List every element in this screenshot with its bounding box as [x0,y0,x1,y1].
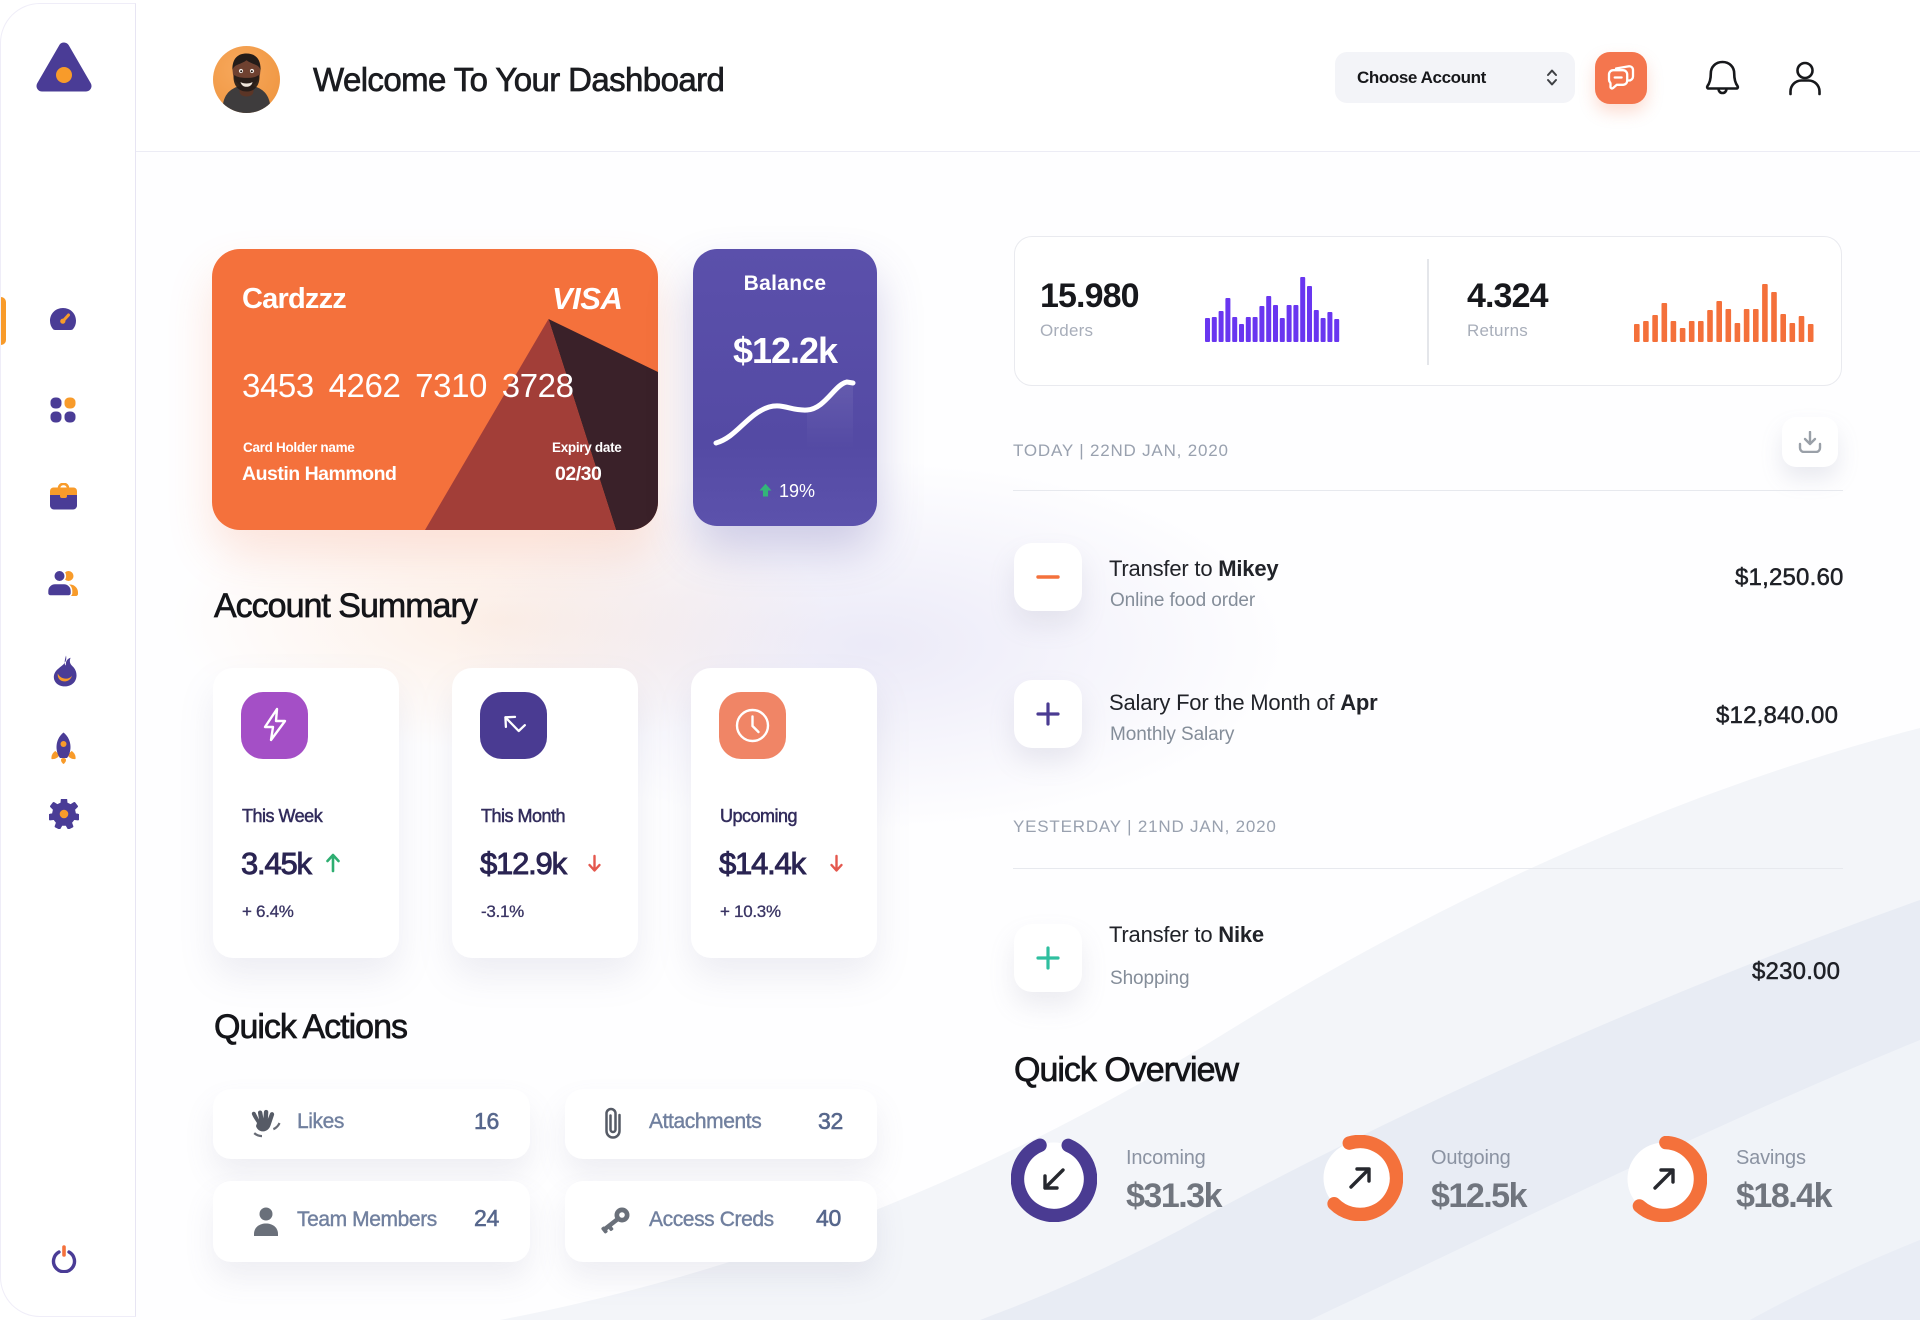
svg-text:VISA: VISA [552,286,622,314]
